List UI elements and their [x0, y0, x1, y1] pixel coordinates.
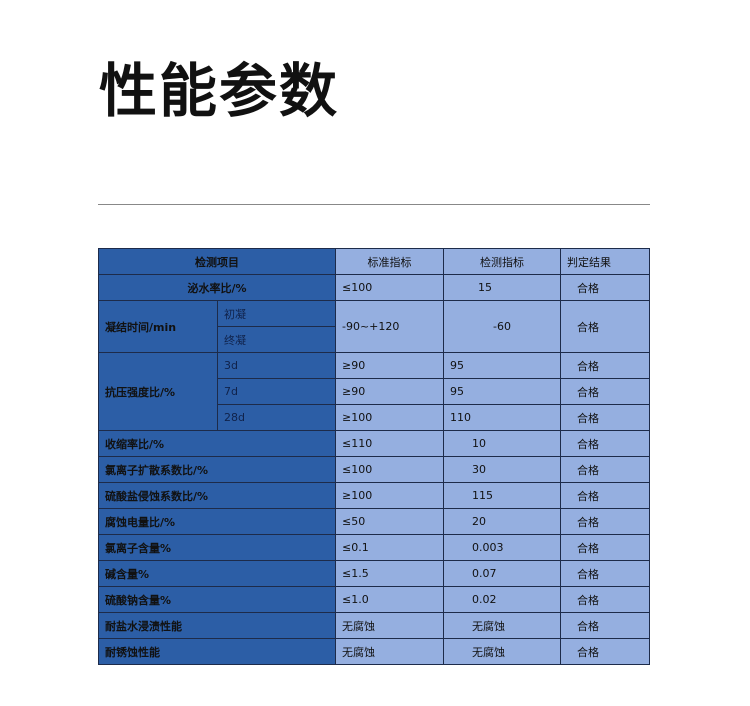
measured-value: 15	[443, 274, 561, 301]
table-row: 氯离子含量% ≤0.1 0.003 合格	[98, 534, 650, 561]
standard-value: 无腐蚀	[335, 612, 444, 639]
result-value: 合格	[560, 612, 650, 639]
table-row: 耐锈蚀性能 无腐蚀 无腐蚀 合格	[98, 638, 650, 665]
standard-value: ≥90	[335, 378, 444, 405]
standard-value: ≤110	[335, 430, 444, 457]
measured-value: 20	[443, 508, 561, 535]
table-row: 泌水率比/% ≤100 15 合格	[98, 274, 650, 301]
table-row: 硫酸钠含量% ≤1.0 0.02 合格	[98, 586, 650, 613]
item-label: 耐盐水浸渍性能	[98, 612, 336, 639]
measured-value: 无腐蚀	[443, 638, 561, 665]
item-label: 耐锈蚀性能	[98, 638, 336, 665]
result-value: 合格	[560, 638, 650, 665]
result-value: 合格	[560, 274, 650, 301]
standard-value: ≥90	[335, 352, 444, 379]
table-row: 硫酸盐侵蚀系数比/% ≥100 115 合格	[98, 482, 650, 509]
result-value: 合格	[560, 430, 650, 457]
standard-value: ≤1.5	[335, 560, 444, 587]
result-value: 合格	[560, 378, 650, 405]
item-label: 腐蚀电量比/%	[98, 508, 336, 535]
sub-item-label: 28d	[217, 404, 336, 431]
measured-value: -60	[443, 300, 561, 353]
item-label: 硫酸盐侵蚀系数比/%	[98, 482, 336, 509]
standard-value: ≤1.0	[335, 586, 444, 613]
table-row: 收缩率比/% ≤110 10 合格	[98, 430, 650, 457]
standard-value: ≤100	[335, 274, 444, 301]
standard-value: -90~+120	[335, 300, 444, 353]
header-item: 检测项目	[98, 248, 336, 275]
header-result: 判定结果	[560, 248, 650, 275]
page-title: 性能参数	[99, 57, 340, 125]
sub-item-label: 初凝	[217, 300, 336, 327]
table-row: 凝结时间/min 初凝 -90~+120 -60 合格	[98, 300, 650, 353]
measured-value: 95	[443, 378, 561, 405]
table-row: 氯离子扩散系数比/% ≤100 30 合格	[98, 456, 650, 483]
table-row: 耐盐水浸渍性能 无腐蚀 无腐蚀 合格	[98, 612, 650, 639]
result-value: 合格	[560, 456, 650, 483]
header-standard: 标准指标	[335, 248, 444, 275]
result-value: 合格	[560, 560, 650, 587]
result-value: 合格	[560, 586, 650, 613]
table-row: 7d ≥90 95 合格	[99, 378, 650, 405]
result-value: 合格	[560, 482, 650, 509]
item-label: 氯离子扩散系数比/%	[98, 456, 336, 483]
measured-value: 115	[443, 482, 561, 509]
header-measured: 检测指标	[443, 248, 561, 275]
item-label: 抗压强度比/%	[98, 352, 218, 431]
measured-value: 95	[443, 352, 561, 379]
measured-value: 无腐蚀	[443, 612, 561, 639]
result-value: 合格	[560, 300, 650, 353]
divider	[98, 204, 650, 205]
sub-item-label: 7d	[217, 378, 336, 405]
measured-value: 0.003	[443, 534, 561, 561]
item-label: 氯离子含量%	[98, 534, 336, 561]
item-label: 硫酸钠含量%	[98, 586, 336, 613]
item-label: 凝结时间/min	[98, 300, 218, 353]
measured-value: 10	[443, 430, 561, 457]
standard-value: ≤50	[335, 508, 444, 535]
performance-table: 检测项目 标准指标 检测指标 判定结果 泌水率比/% ≤100 15 合格 凝结时间/min 初凝…	[98, 248, 650, 665]
table-header-row: 检测项目 标准指标 检测指标 判定结果	[98, 248, 650, 275]
table-row: 碱含量% ≤1.5 0.07 合格	[98, 560, 650, 587]
sub-item-label: 终凝	[217, 326, 336, 353]
sub-item-label: 3d	[217, 352, 336, 379]
item-label: 泌水率比/%	[98, 274, 336, 301]
table-row: 腐蚀电量比/% ≤50 20 合格	[98, 508, 650, 535]
measured-value: 110	[443, 404, 561, 431]
result-value: 合格	[560, 352, 650, 379]
table-row: 28d ≥100 110 合格	[99, 404, 650, 431]
item-label: 碱含量%	[98, 560, 336, 587]
standard-value: ≤100	[335, 456, 444, 483]
standard-value: ≤0.1	[335, 534, 444, 561]
table-row: 终凝	[99, 326, 650, 353]
result-value: 合格	[560, 534, 650, 561]
item-label: 收缩率比/%	[98, 430, 336, 457]
measured-value: 30	[443, 456, 561, 483]
standard-value: ≥100	[335, 404, 444, 431]
standard-value: ≥100	[335, 482, 444, 509]
table-row: 抗压强度比/% 3d ≥90 95 合格	[98, 352, 650, 431]
measured-value: 0.07	[443, 560, 561, 587]
measured-value: 0.02	[443, 586, 561, 613]
result-value: 合格	[560, 508, 650, 535]
result-value: 合格	[560, 404, 650, 431]
standard-value: 无腐蚀	[335, 638, 444, 665]
